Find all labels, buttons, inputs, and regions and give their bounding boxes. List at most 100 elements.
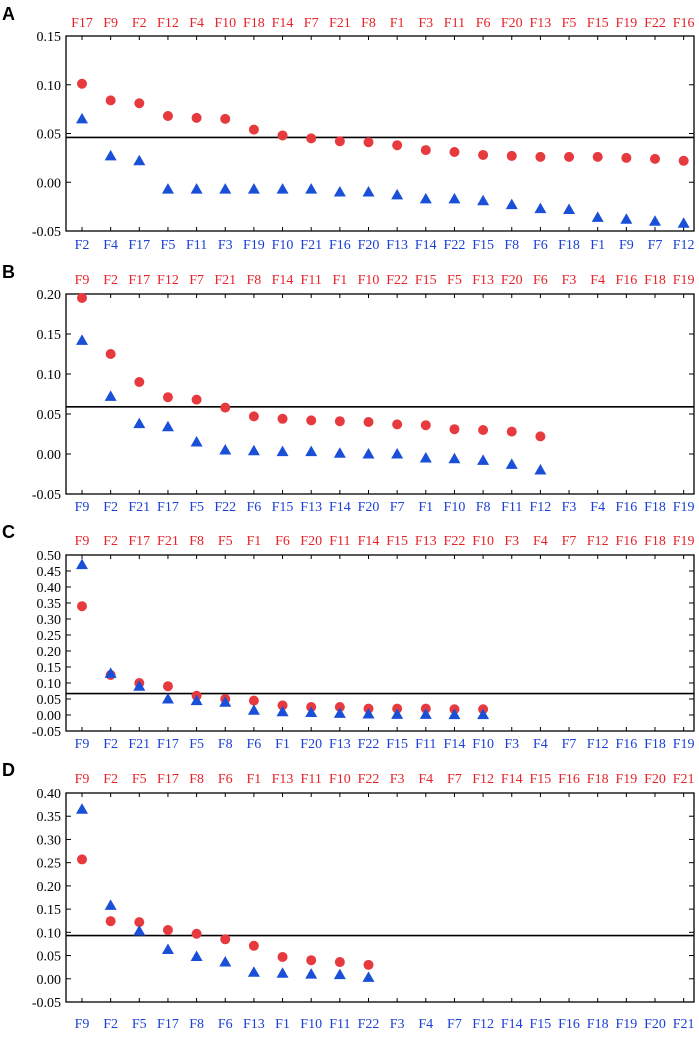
blue-point [448, 708, 461, 720]
red-point [334, 136, 345, 147]
red-point [277, 130, 288, 141]
x-tick-label-top: F10 [214, 16, 236, 31]
y-tick-label: -0.05 [32, 996, 61, 1011]
x-tick-label-top: F9 [75, 534, 90, 549]
blue-point [133, 417, 146, 429]
panel-b: B 0.20 0.15 0.10 0.05 0.00 -0.05 F9 F2 F17 F12 F7 F2… [2, 262, 695, 515]
blue-point [276, 445, 289, 457]
x-tick-label-top: F5 [132, 772, 147, 787]
blue-point [505, 198, 518, 210]
y-tick-label: 0.05 [37, 950, 62, 965]
y-tick-label: 0.15 [37, 903, 62, 918]
x-tick-label-bottom: F4 [418, 1017, 433, 1032]
x-tick-label-top: F22 [644, 16, 666, 31]
x-tick-label-top: F16 [615, 273, 637, 288]
x-tick-label-bottom: F8 [218, 737, 233, 752]
red-point [248, 411, 259, 422]
x-tick-label-top: F15 [530, 772, 552, 787]
red-point [306, 133, 317, 144]
x-tick-label-top: F15 [386, 534, 408, 549]
x-tick-label-bottom: F6 [247, 500, 262, 515]
plot-frame [65, 554, 695, 732]
x-tick-label-bottom: F3 [390, 1017, 405, 1032]
x-tick-label-bottom: F10 [472, 737, 494, 752]
x-tick-label-bottom: F2 [103, 737, 118, 752]
plot-frame [65, 293, 695, 495]
blue-point [161, 183, 174, 194]
x-tick-label-top: F4 [418, 772, 433, 787]
x-tick-label-top: F6 [533, 273, 548, 288]
x-tick-label-top: F8 [247, 273, 262, 288]
y-tick-label: 0.05 [37, 693, 62, 708]
x-tick-label-top: F10 [472, 534, 494, 549]
x-tick-label-top: F4 [533, 534, 548, 549]
red-point [564, 151, 575, 162]
red-point [77, 601, 87, 612]
blue-point [333, 968, 346, 980]
x-tick-label-top: F14 [272, 273, 294, 288]
blue-point [505, 458, 518, 469]
x-tick-label-bottom: F22 [358, 737, 380, 752]
x-tick-label-top: F8 [189, 534, 204, 549]
red-point [506, 150, 517, 161]
x-tick-label-top: F2 [132, 16, 147, 31]
x-tick-label-bottom: F19 [243, 238, 265, 253]
x-tick-label-bottom: F4 [533, 737, 548, 752]
blue-point [104, 667, 117, 678]
red-point [478, 425, 489, 435]
x-tick-label-top: F3 [390, 772, 405, 787]
x-tick-label-bottom: F22 [444, 238, 466, 253]
x-tick-label-top: F19 [673, 273, 695, 288]
x-tick-label-bottom: F5 [189, 500, 204, 515]
red-point [77, 854, 87, 865]
red-point [248, 124, 259, 135]
x-tick-label-bottom: F19 [673, 737, 695, 752]
red-point [105, 916, 116, 927]
red-point [535, 151, 546, 162]
blue-point [276, 705, 289, 717]
blue-point [76, 803, 88, 814]
red-point [248, 695, 259, 706]
blue-point [104, 899, 117, 910]
y-tick-label: 0.10 [37, 368, 62, 383]
panel-letter: A [2, 4, 15, 24]
x-tick-label-bottom: F15 [472, 238, 494, 253]
x-tick-label-bottom: F17 [157, 500, 179, 515]
x-tick-label-bottom: F19 [673, 500, 695, 515]
red-point [77, 78, 87, 89]
x-tick-label-top: F10 [329, 772, 351, 787]
x-tick-label-bottom: F14 [415, 238, 437, 253]
panel-d: D 0.40 0.35 0.30 0.25 0.20 0.15 0.10 0.05 0.00 -0.… [2, 760, 695, 1032]
x-tick-label-top: F13 [272, 772, 294, 787]
red-point [650, 153, 660, 164]
x-tick-label-bottom: F9 [75, 1017, 90, 1032]
red-point [162, 392, 173, 403]
y-tick-label: 0.30 [37, 833, 62, 848]
blue-point [219, 956, 232, 967]
x-tick-label-bottom: F6 [247, 737, 262, 752]
x-tick-label-bottom: F15 [530, 1017, 552, 1032]
x-tick-label-top: F15 [587, 16, 609, 31]
x-tick-label-bottom: F3 [218, 238, 233, 253]
blue-point [219, 696, 232, 707]
red-point [277, 700, 288, 711]
blue-point [305, 183, 318, 194]
panel-letter: B [2, 262, 15, 282]
x-tick-label-bottom: F14 [501, 1017, 523, 1032]
y-tick-label: 0.45 [37, 565, 62, 580]
x-tick-label-bottom: F18 [644, 500, 666, 515]
red-point [134, 917, 145, 928]
x-tick-label-bottom: F14 [444, 737, 466, 752]
x-tick-label-bottom: F10 [444, 500, 466, 515]
x-tick-label-bottom: F16 [558, 1017, 580, 1032]
x-tick-label-top: F20 [501, 16, 523, 31]
y-tick-label: 0.20 [37, 288, 62, 303]
x-tick-label-top: F5 [562, 16, 577, 31]
red-point [392, 419, 403, 430]
blue-point [190, 436, 203, 447]
x-tick-label-bottom: F12 [530, 500, 552, 515]
x-tick-label-top: F18 [243, 16, 265, 31]
x-tick-label-bottom: F21 [128, 737, 150, 752]
x-tick-label-bottom: F17 [157, 737, 179, 752]
x-tick-label-top: F18 [644, 273, 666, 288]
